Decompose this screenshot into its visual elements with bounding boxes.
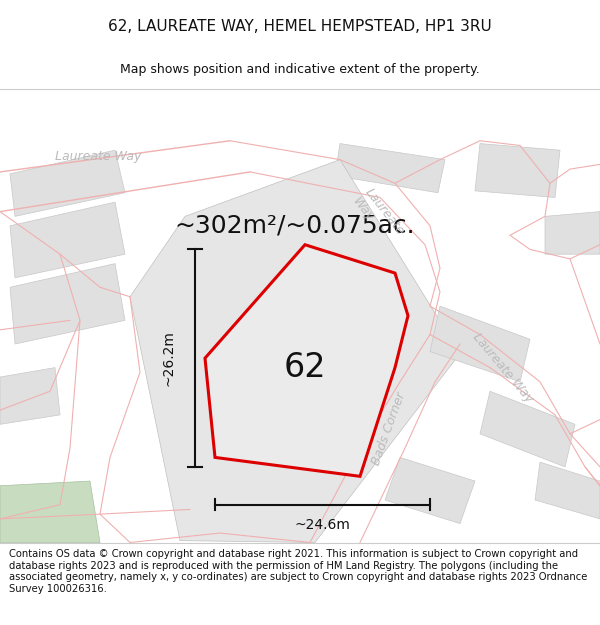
Text: 62, LAUREATE WAY, HEMEL HEMPSTEAD, HP1 3RU: 62, LAUREATE WAY, HEMEL HEMPSTEAD, HP1 3… bbox=[108, 19, 492, 34]
Polygon shape bbox=[480, 391, 575, 467]
Polygon shape bbox=[10, 264, 125, 344]
Polygon shape bbox=[385, 458, 475, 524]
Polygon shape bbox=[0, 368, 60, 424]
Polygon shape bbox=[545, 212, 600, 254]
Text: Laureate Way: Laureate Way bbox=[470, 331, 535, 405]
Text: 62: 62 bbox=[284, 351, 326, 384]
Text: ~26.2m: ~26.2m bbox=[161, 330, 175, 386]
Polygon shape bbox=[10, 202, 125, 278]
Text: Laureate Way: Laureate Way bbox=[55, 150, 142, 163]
Polygon shape bbox=[335, 144, 445, 192]
Text: Map shows position and indicative extent of the property.: Map shows position and indicative extent… bbox=[120, 62, 480, 76]
Text: Bads Corner: Bads Corner bbox=[370, 391, 409, 468]
Polygon shape bbox=[205, 245, 408, 476]
Polygon shape bbox=[535, 462, 600, 519]
Polygon shape bbox=[0, 481, 100, 542]
Polygon shape bbox=[130, 159, 460, 542]
Text: ~302m²/~0.075ac.: ~302m²/~0.075ac. bbox=[175, 214, 415, 238]
Polygon shape bbox=[475, 144, 560, 198]
Text: Laureate
Way: Laureate Way bbox=[350, 186, 406, 247]
Polygon shape bbox=[10, 150, 125, 216]
Polygon shape bbox=[430, 306, 530, 382]
Text: ~24.6m: ~24.6m bbox=[295, 518, 350, 532]
Text: Contains OS data © Crown copyright and database right 2021. This information is : Contains OS data © Crown copyright and d… bbox=[9, 549, 587, 594]
